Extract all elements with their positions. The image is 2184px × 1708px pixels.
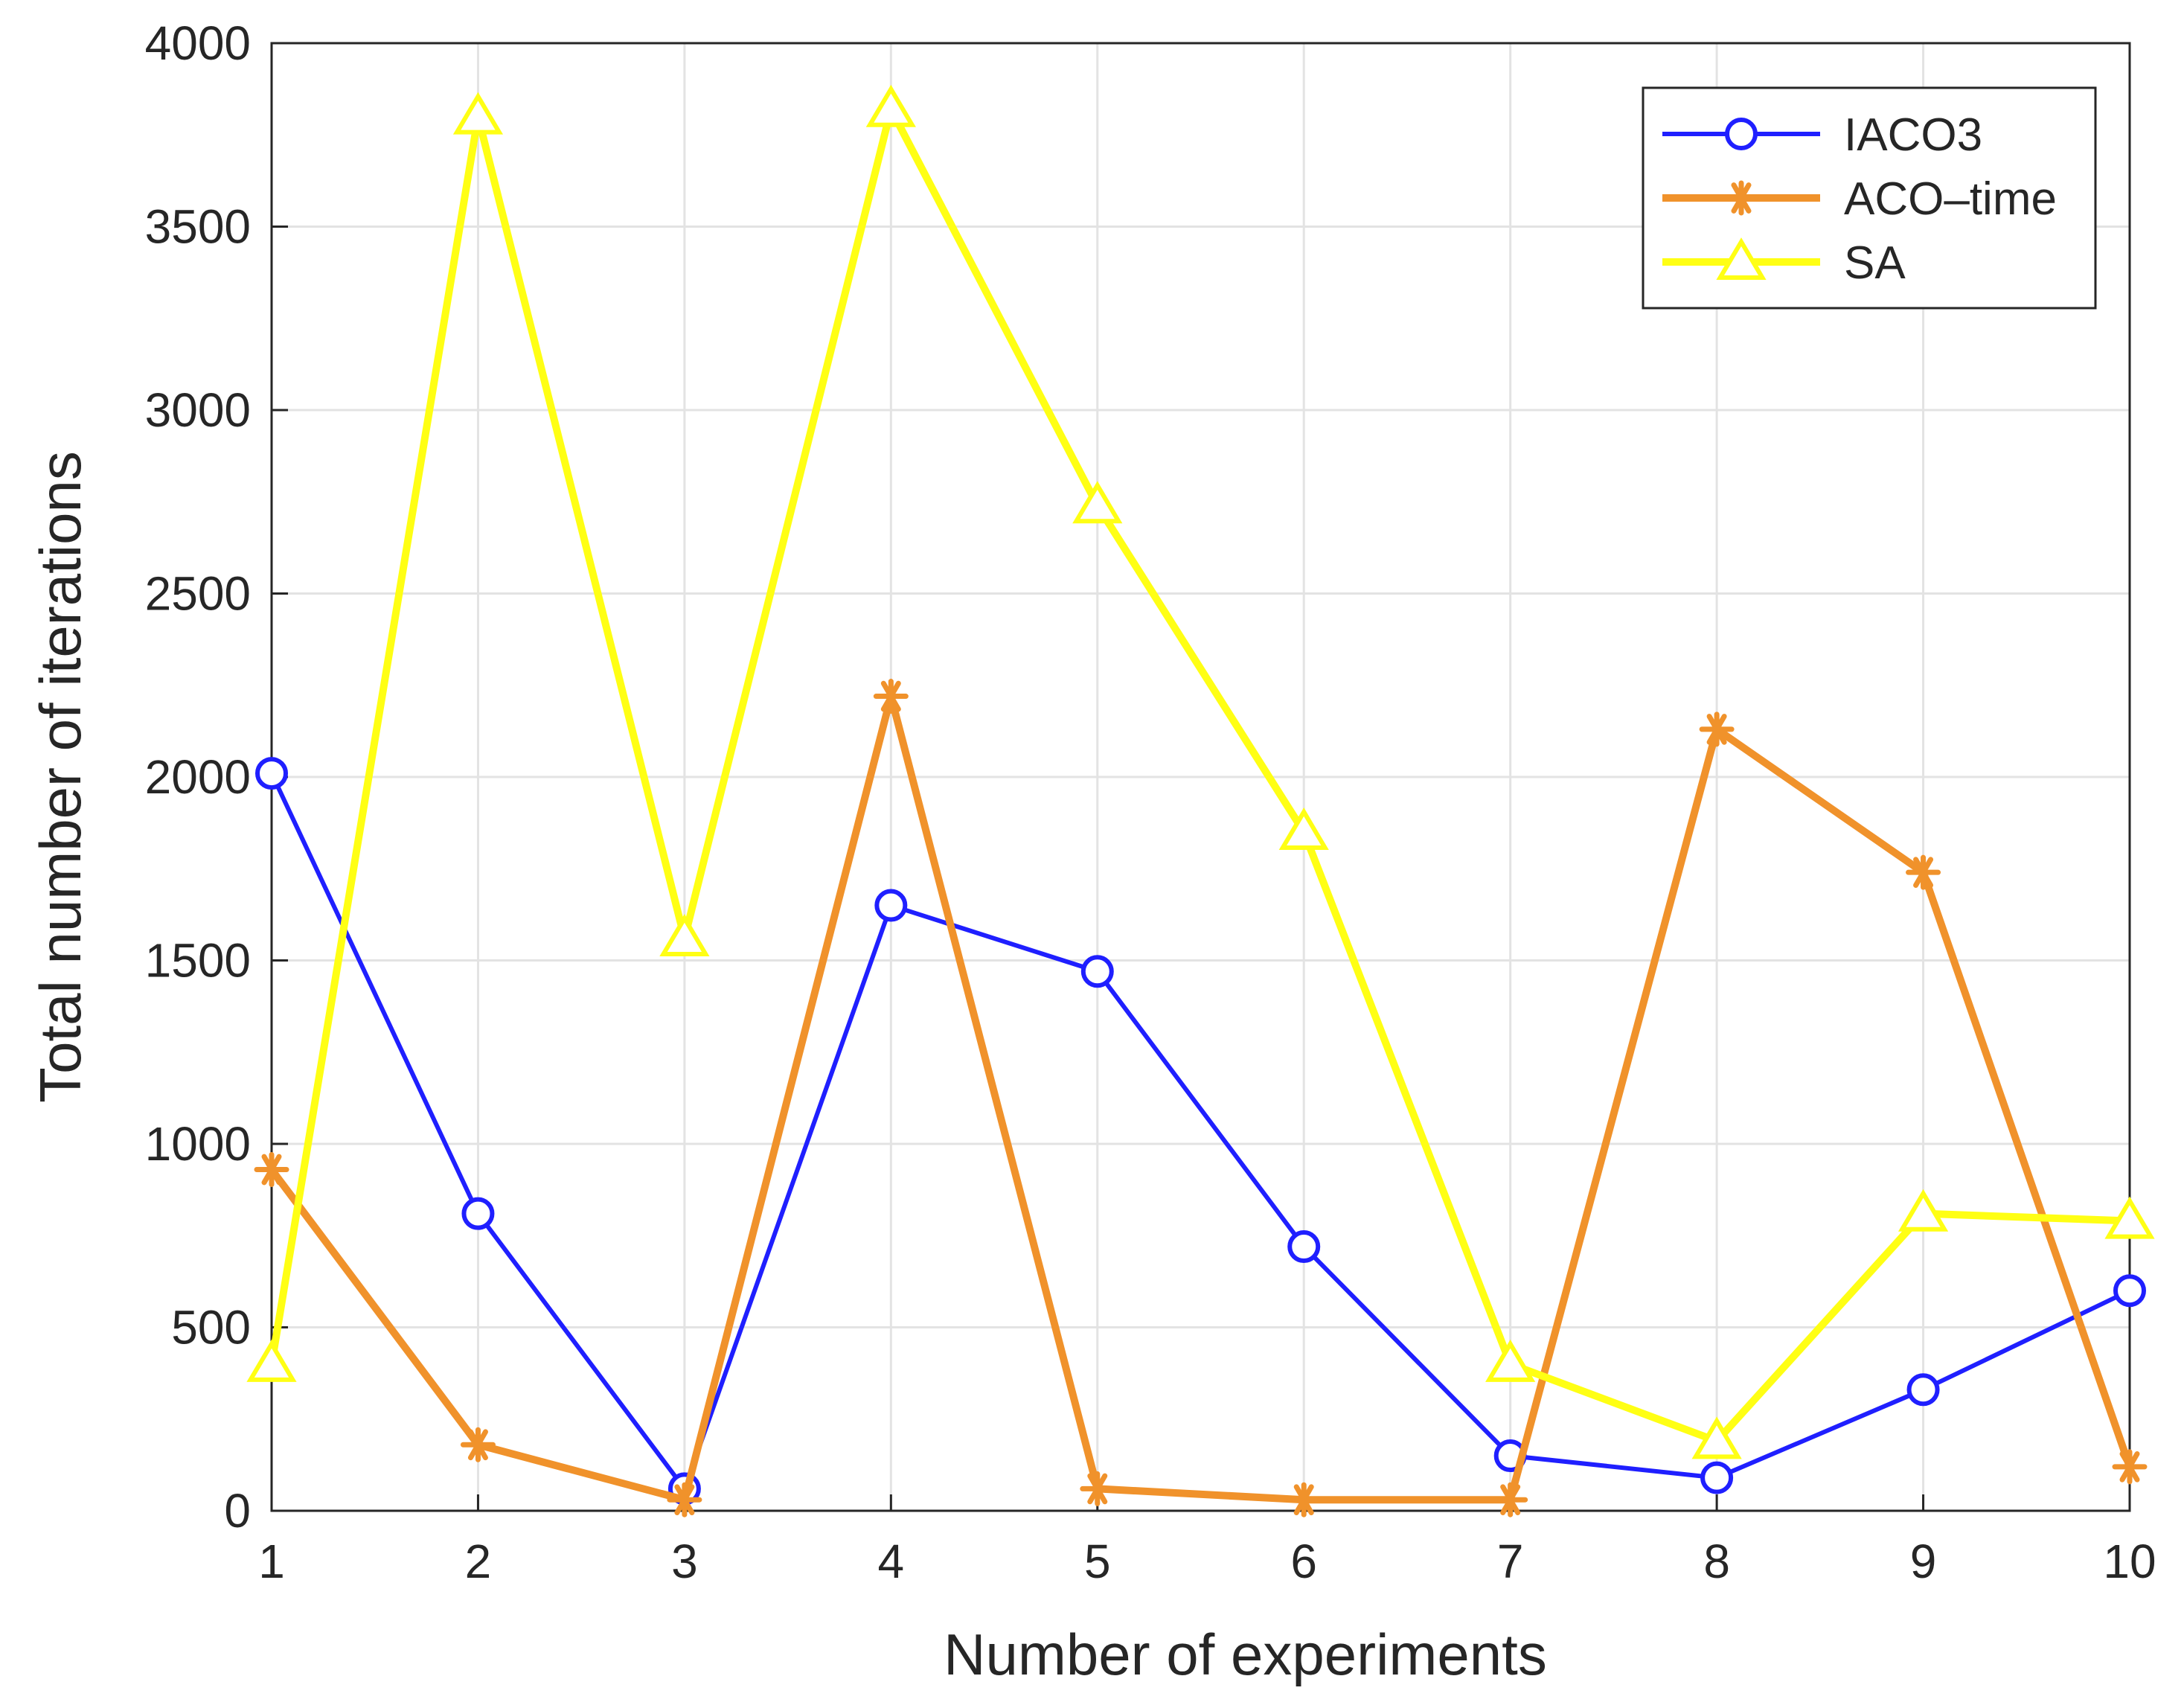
data-point-iaco3 bbox=[874, 889, 908, 922]
legend-label: IACO3 bbox=[1844, 109, 1982, 161]
data-point-sa bbox=[246, 1339, 297, 1382]
data-point-aco-time bbox=[1699, 711, 1735, 747]
data-point-sa bbox=[1278, 807, 1329, 851]
y-tick-label: 1500 bbox=[145, 934, 251, 988]
data-point-aco-time bbox=[2112, 1449, 2148, 1485]
y-tick-label: 4000 bbox=[145, 16, 251, 70]
data-point-iaco3 bbox=[461, 1197, 495, 1230]
data-point-aco-time bbox=[1906, 854, 1941, 890]
series-line-aco-time bbox=[269, 692, 2133, 1504]
data-point-sa bbox=[2104, 1196, 2155, 1239]
x-axis-label: Number of experiments bbox=[944, 1622, 1547, 1687]
x-tick-label: 8 bbox=[1703, 1535, 1730, 1588]
y-tick-label: 500 bbox=[171, 1301, 251, 1354]
x-tick-label: 4 bbox=[878, 1535, 905, 1588]
data-point-sa bbox=[1485, 1339, 1536, 1382]
x-tick-label: 1 bbox=[258, 1535, 285, 1588]
y-tick-label: 3500 bbox=[145, 200, 251, 254]
data-point-sa bbox=[1691, 1416, 1742, 1459]
y-tick-label: 0 bbox=[224, 1484, 251, 1538]
y-tick-label: 3000 bbox=[145, 383, 251, 437]
legend-label: ACO–time bbox=[1844, 173, 2057, 225]
legend: IACO3 ACO–time SA bbox=[1642, 86, 2097, 310]
legend-marker bbox=[1716, 237, 1767, 281]
data-point-sa bbox=[452, 92, 504, 135]
series-line-sa bbox=[268, 105, 2130, 1445]
legend-marker bbox=[1723, 180, 1759, 216]
y-axis-label: Total number of iterations bbox=[28, 451, 93, 1103]
x-tick-label: 7 bbox=[1497, 1535, 1524, 1588]
axis-ticks: 1 2 3 4 5 6 7 8 9 10 0 500 1000 1500 2000 2500 3000 3500 4… bbox=[145, 16, 2156, 1588]
data-point-sa bbox=[865, 84, 916, 127]
legend-label: SA bbox=[1844, 237, 1906, 289]
data-point-iaco3 bbox=[1700, 1461, 1734, 1494]
y-tick-label: 2000 bbox=[145, 750, 251, 804]
y-tick-label: 2500 bbox=[145, 567, 251, 621]
series-aco-time bbox=[254, 679, 2148, 1517]
data-point-aco-time bbox=[1286, 1482, 1322, 1517]
legend-entry-iaco3: IACO3 bbox=[1662, 109, 1982, 161]
data-point-aco-time bbox=[254, 1152, 289, 1188]
x-tick-label: 5 bbox=[1084, 1535, 1111, 1588]
x-tick-label: 9 bbox=[1910, 1535, 1937, 1588]
series-iaco3 bbox=[255, 757, 2146, 1506]
x-tick-label: 10 bbox=[2103, 1535, 2156, 1588]
x-tick-label: 6 bbox=[1290, 1535, 1317, 1588]
data-point-iaco3 bbox=[1287, 1230, 1321, 1264]
data-point-sa bbox=[659, 914, 710, 956]
legend-box bbox=[1642, 86, 2097, 310]
x-tick-label: 2 bbox=[465, 1535, 492, 1588]
data-point-aco-time bbox=[1080, 1471, 1115, 1506]
data-point-aco-time bbox=[1493, 1482, 1528, 1517]
series-group bbox=[246, 84, 2155, 1517]
data-point-sa bbox=[1898, 1189, 1949, 1232]
data-point-iaco3 bbox=[2113, 1274, 2146, 1308]
data-point-iaco3 bbox=[1906, 1373, 1940, 1407]
series-sa bbox=[246, 84, 2155, 1459]
data-point-iaco3 bbox=[255, 757, 288, 790]
legend-entry-aco-time: ACO–time bbox=[1662, 173, 2057, 225]
series-line-iaco3 bbox=[269, 772, 2131, 1491]
data-point-aco-time bbox=[873, 679, 909, 714]
data-point-aco-time bbox=[460, 1427, 496, 1462]
data-point-aco-time bbox=[667, 1482, 702, 1517]
data-point-iaco3 bbox=[1080, 955, 1114, 988]
x-tick-label: 3 bbox=[671, 1535, 698, 1588]
legend-marker bbox=[1725, 118, 1758, 150]
legend-entry-sa: SA bbox=[1662, 237, 1906, 289]
data-point-sa bbox=[1072, 481, 1123, 524]
y-tick-label: 1000 bbox=[145, 1117, 251, 1171]
